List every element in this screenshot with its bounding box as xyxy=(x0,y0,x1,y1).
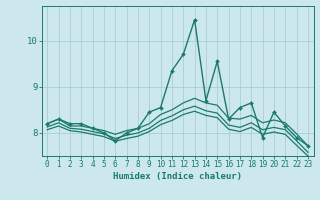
X-axis label: Humidex (Indice chaleur): Humidex (Indice chaleur) xyxy=(113,172,242,181)
